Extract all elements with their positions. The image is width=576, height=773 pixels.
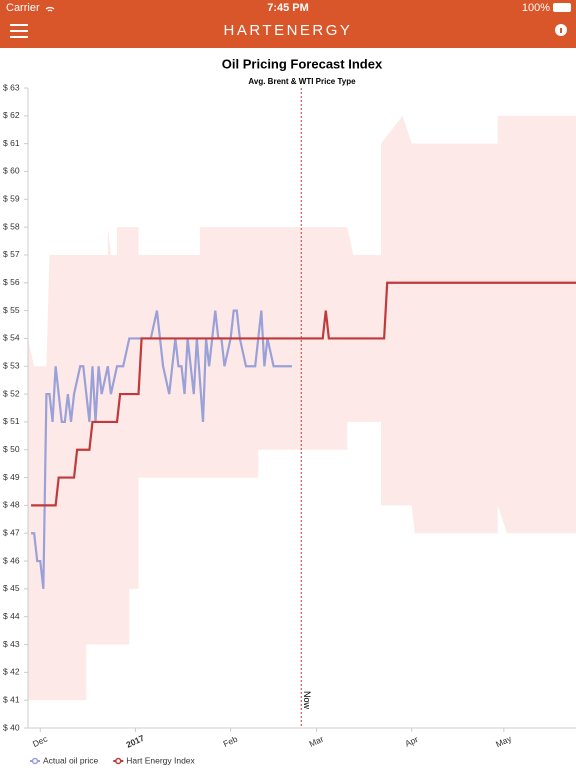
x-tick-label: 2017 — [124, 733, 146, 750]
x-tick-label: Feb — [222, 734, 240, 749]
legend-marker — [31, 757, 39, 765]
y-tick-label: $ 47 — [3, 527, 20, 537]
y-tick-label: $ 40 — [3, 722, 20, 732]
wifi-icon — [45, 6, 55, 12]
y-tick-label: $ 56 — [3, 277, 20, 287]
y-tick-label: $ 60 — [3, 166, 20, 176]
x-tick-label: May — [494, 733, 513, 749]
menu-line — [10, 36, 28, 38]
x-tick-label: Dec — [31, 733, 50, 749]
x-tick-label: Mar — [308, 734, 326, 749]
y-tick-label: $ 62 — [3, 110, 20, 120]
y-tick-label: $ 51 — [3, 416, 20, 426]
y-tick-label: $ 43 — [3, 639, 20, 649]
battery-level: 100% — [522, 2, 550, 14]
legend-label: Actual oil price — [43, 755, 99, 765]
y-tick-label: $ 53 — [3, 361, 20, 371]
chart-subtitle: Avg. Brent & WTI Price Type — [248, 77, 356, 86]
legend-label: Hart Energy Index — [126, 755, 195, 765]
y-tick-label: $ 57 — [3, 249, 20, 259]
menu-line — [10, 30, 28, 32]
carrier: Carrier — [6, 2, 40, 14]
y-tick-label: $ 58 — [3, 221, 20, 231]
y-tick-label: $ 46 — [3, 555, 20, 565]
legend-marker — [115, 757, 122, 765]
header-bar — [0, 0, 576, 48]
y-tick-label: $ 48 — [3, 500, 20, 510]
y-tick-label: $ 52 — [3, 388, 20, 398]
info-glyph — [560, 28, 562, 33]
info-button[interactable] — [555, 24, 567, 36]
brand: HARTENERGY — [224, 22, 353, 39]
y-tick-label: $ 55 — [3, 305, 20, 315]
menu-button[interactable] — [10, 24, 28, 38]
battery-icon — [553, 3, 571, 12]
x-tick-label: Apr — [403, 734, 419, 749]
y-tick-label: $ 44 — [3, 611, 20, 621]
y-tick-label: $ 59 — [3, 194, 20, 204]
menu-line — [10, 24, 28, 26]
y-tick-label: $ 42 — [3, 667, 20, 677]
y-tick-label: $ 54 — [3, 333, 20, 343]
y-tick-label: $ 50 — [3, 444, 20, 454]
y-tick-label: $ 41 — [3, 694, 20, 704]
y-tick-label: $ 61 — [3, 138, 20, 148]
now-label: Now — [302, 691, 312, 710]
y-tick-label: $ 49 — [3, 472, 20, 482]
y-tick-label: $ 63 — [3, 82, 20, 92]
series-line — [31, 281, 576, 507]
y-tick-label: $ 45 — [3, 583, 20, 593]
chart-title: Oil Pricing Forecast Index — [222, 56, 383, 71]
forecast-band — [28, 115, 576, 701]
clock: 7:45 PM — [267, 2, 309, 14]
